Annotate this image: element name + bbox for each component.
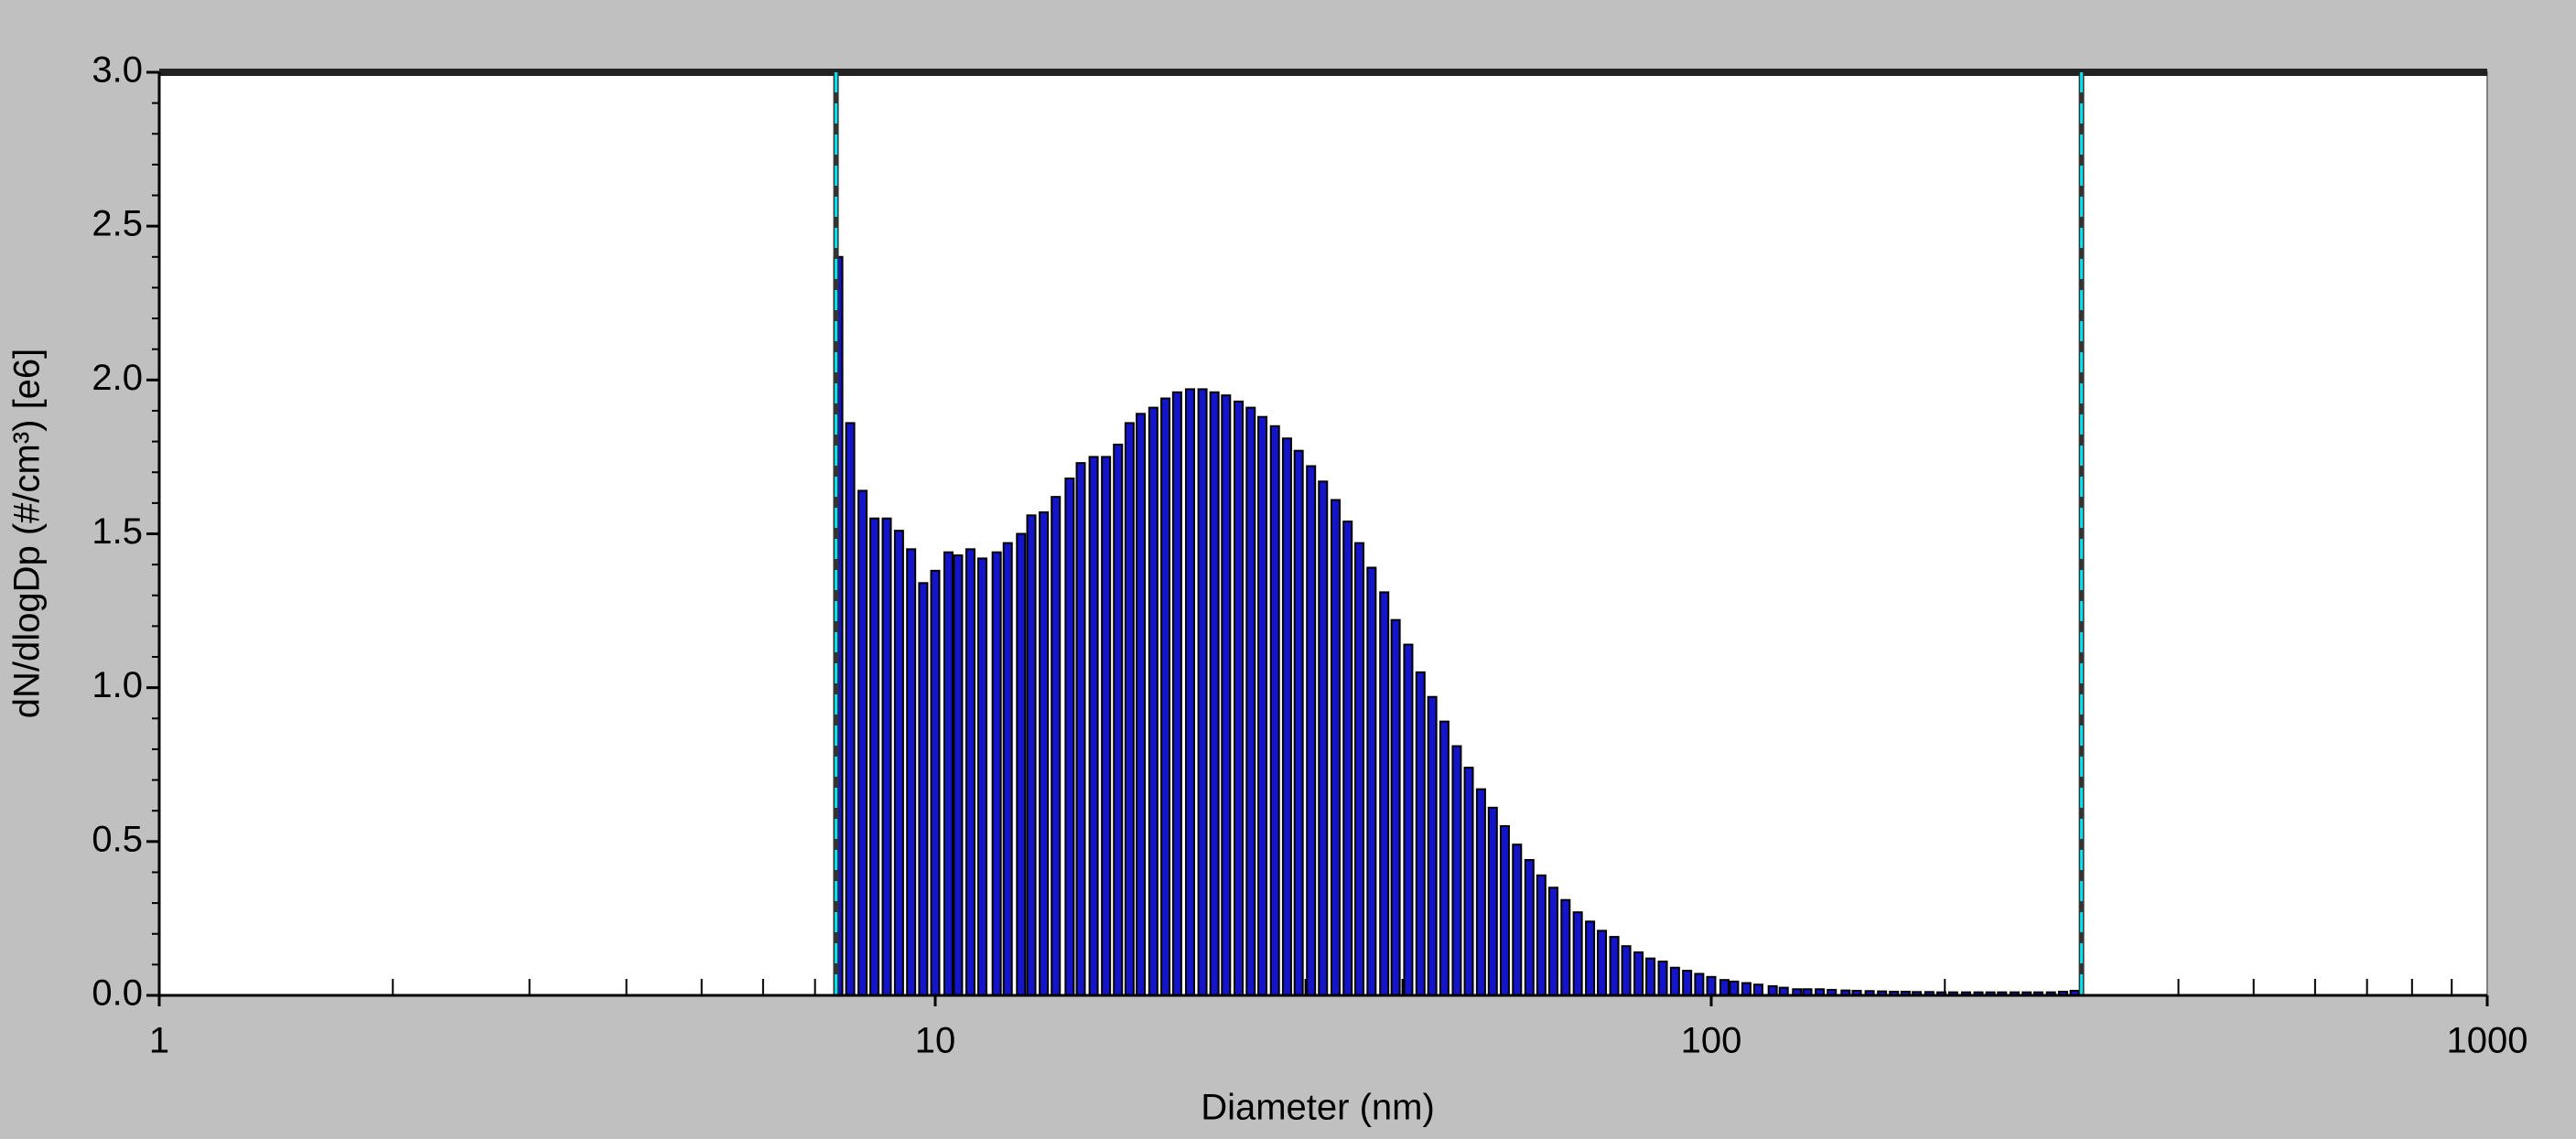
bar	[1026, 514, 1037, 996]
bar	[1729, 980, 1740, 996]
bar	[953, 554, 964, 996]
bar	[857, 489, 868, 996]
bar	[1342, 521, 1353, 996]
bar	[976, 557, 987, 996]
bar	[1512, 844, 1523, 996]
bar	[991, 551, 1002, 996]
bar	[1609, 936, 1620, 997]
bar	[1547, 886, 1558, 996]
bar	[1197, 388, 1208, 996]
x-tick-label: 100	[1681, 1021, 1742, 1061]
bar	[1039, 510, 1050, 996]
bar	[1767, 984, 1778, 997]
bar	[965, 548, 975, 996]
y-tick-label: 2.0	[92, 358, 143, 398]
bar	[918, 582, 929, 997]
y-tick-label: 0.5	[92, 819, 143, 859]
bar	[1281, 437, 1292, 996]
y-tick-label: 2.5	[92, 204, 143, 244]
bar	[1016, 532, 1027, 996]
y-tick-label: 0.0	[92, 973, 143, 1014]
bar	[1245, 406, 1256, 996]
bar	[893, 530, 904, 996]
bar	[1415, 671, 1426, 996]
bar	[1741, 982, 1751, 996]
bar	[1439, 720, 1450, 996]
bar	[1572, 911, 1583, 996]
bar	[906, 548, 917, 996]
bar	[1366, 566, 1377, 996]
bar	[1682, 970, 1693, 997]
bar	[1427, 695, 1438, 996]
x-tick-label: 10	[915, 1021, 956, 1061]
bar	[1269, 424, 1280, 996]
bar	[1209, 391, 1220, 996]
bar	[1101, 456, 1112, 996]
bar	[1051, 496, 1062, 996]
bar	[1293, 449, 1304, 996]
bar	[930, 569, 941, 996]
bar	[1463, 767, 1474, 997]
bar	[1536, 874, 1547, 997]
bar	[1171, 391, 1182, 996]
bar	[1475, 788, 1486, 997]
bar	[1306, 465, 1317, 996]
bar	[1706, 975, 1717, 996]
bar	[1075, 462, 1086, 997]
bar	[1752, 983, 1763, 997]
bar	[1318, 480, 1329, 996]
bar	[1403, 643, 1414, 997]
bar	[1645, 957, 1656, 997]
x-tick-label: 1000	[2447, 1021, 2528, 1061]
y-tick-label: 1.5	[92, 511, 143, 552]
bar	[1621, 945, 1632, 996]
bar	[1088, 456, 1099, 996]
bar	[869, 517, 880, 996]
bar	[1390, 618, 1401, 996]
bar	[1124, 422, 1135, 997]
bar	[1560, 898, 1571, 997]
bar	[1585, 920, 1596, 997]
bar	[1451, 745, 1462, 996]
y-axis-label: dN/dlogDp (#/cm³) [e6]	[7, 349, 48, 719]
bar	[1597, 929, 1608, 996]
bar	[1002, 542, 1013, 997]
bar	[1257, 415, 1268, 996]
bar	[1353, 542, 1364, 997]
bar	[1719, 979, 1730, 997]
bar	[1184, 388, 1195, 996]
bar	[1160, 397, 1171, 997]
x-axis-label: Diameter (nm)	[1201, 1088, 1435, 1128]
bar	[1330, 499, 1341, 996]
bar	[1669, 966, 1680, 996]
bar	[881, 517, 892, 996]
bar	[1499, 825, 1510, 996]
bar	[1221, 394, 1232, 996]
y-tick-label: 1.0	[92, 665, 143, 705]
bar	[1234, 400, 1245, 997]
bar	[1379, 591, 1390, 996]
bar	[1657, 961, 1668, 996]
bar	[1148, 406, 1159, 996]
bar	[1694, 972, 1705, 996]
bar	[845, 422, 856, 997]
bar	[1113, 443, 1124, 997]
bar	[1487, 806, 1498, 996]
bar	[1633, 951, 1644, 996]
y-tick-label: 3.0	[92, 50, 143, 91]
bar	[1524, 859, 1535, 996]
bar	[1136, 413, 1147, 996]
bar	[943, 551, 954, 996]
bar	[1064, 477, 1075, 996]
x-tick-label: 1	[149, 1021, 169, 1061]
